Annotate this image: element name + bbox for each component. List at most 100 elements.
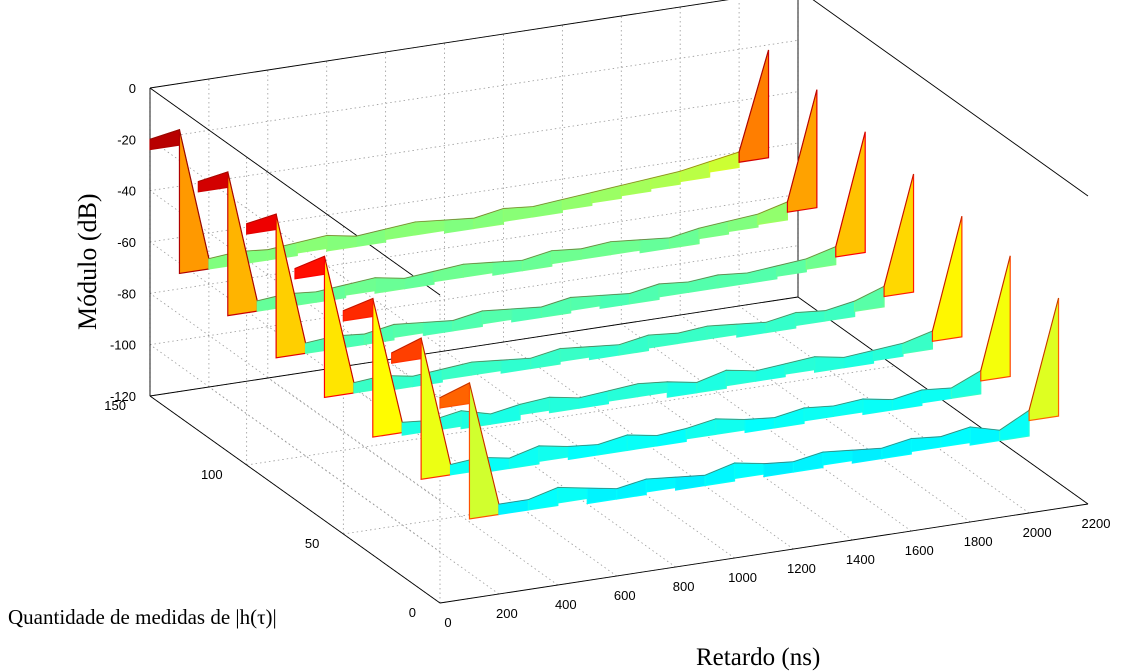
grid-line (149, 193, 799, 294)
grid-line (385, 359, 676, 568)
y-tick-label: 50 (305, 536, 319, 551)
grid-line (149, 293, 441, 501)
surface-segment (538, 445, 569, 462)
surface-segment (620, 177, 652, 197)
z-tick-label: -60 (117, 235, 136, 250)
surface-segment (178, 129, 210, 275)
surface-segment (805, 245, 837, 270)
surface-segment (296, 234, 328, 254)
surface-segment (832, 398, 864, 417)
surface-segment (323, 256, 355, 399)
surface-segment (374, 277, 406, 294)
grid-line (149, 139, 441, 347)
surface-row (294, 173, 915, 399)
x-tick-label: 1800 (964, 534, 993, 549)
z-tick-label: -40 (117, 184, 136, 199)
grid-line (208, 386, 500, 595)
surface-segment (149, 128, 181, 151)
box-edge (797, 296, 1089, 505)
grid-line (149, 39, 799, 140)
surface-segment (355, 228, 387, 248)
surface-segment (666, 381, 698, 398)
x-tick-label: 400 (555, 597, 577, 612)
surface-segment (715, 418, 746, 435)
surface-segment (763, 461, 795, 478)
surface-segment (679, 160, 711, 183)
surface-segment (559, 346, 591, 363)
z-tick-label: -120 (110, 389, 136, 404)
surface-segment (599, 292, 631, 310)
surface-segment (698, 220, 730, 240)
grid-line (149, 91, 799, 192)
surface-segment (567, 443, 599, 461)
surface-segment (862, 398, 893, 416)
z-tick-label: 0 (129, 81, 136, 96)
surface-row (197, 89, 818, 317)
surface-segment (803, 405, 835, 422)
surface-segment (586, 487, 618, 505)
surface-segment (414, 219, 446, 236)
grid-line (149, 344, 441, 552)
surface-segment (588, 344, 620, 361)
surface-row-line (246, 131, 866, 344)
surface-segment (736, 321, 767, 338)
x-tick-label: 2000 (1023, 525, 1052, 540)
surface-segment (420, 337, 452, 480)
surface-segment (342, 297, 374, 322)
surface-segment (393, 321, 424, 338)
surface-segment (725, 369, 757, 387)
surface-segment (650, 170, 681, 190)
surface-segment (570, 294, 601, 311)
surface-segment (675, 474, 706, 491)
surface-segment (744, 416, 776, 434)
surface-segment (999, 409, 1030, 442)
surface-segment (471, 359, 502, 376)
surface-segment (626, 434, 658, 452)
surface-segment (921, 387, 952, 404)
surface-segment (910, 436, 942, 453)
surface-segment (773, 407, 805, 429)
surface-segment (784, 356, 816, 375)
surface-segment (197, 171, 229, 193)
y-axis-line (149, 395, 441, 604)
surface-segment (422, 319, 454, 337)
grid-line (149, 245, 799, 346)
grid-line (267, 377, 559, 586)
z-axis-title: Módulo (dB) (73, 194, 102, 331)
surface-segment (765, 311, 797, 334)
x-tick-label: 0 (444, 615, 451, 630)
surface-segment (757, 201, 789, 226)
x-axis-line (439, 503, 1089, 604)
y-tick-label: 150 (104, 398, 126, 413)
surface-segment (795, 310, 826, 327)
surface-segment (345, 276, 376, 296)
surface-segment (851, 447, 883, 464)
grid-line (679, 314, 971, 523)
surface-segment (637, 381, 668, 398)
grid-line (621, 323, 912, 532)
y-tick-label: 100 (201, 467, 223, 482)
z-tick-label: -80 (117, 286, 136, 301)
surface-segment (519, 396, 551, 416)
surface-segment (696, 369, 727, 394)
grid-line (149, 0, 729, 89)
surface-segment (481, 308, 513, 325)
surface-segment (473, 207, 505, 230)
surface-segment (433, 263, 465, 283)
surface-segment (492, 259, 523, 276)
x-tick-label: 1400 (846, 552, 875, 567)
y-axis-title: Quantidade de medidas de |h(τ)| (8, 605, 277, 629)
surface-segment (706, 323, 738, 340)
surface-segment (658, 281, 690, 298)
x-axis-title: Retardo (ns) (696, 644, 820, 671)
tick-layer: 0200400600800100012001400160018002000220… (104, 81, 1110, 630)
surface-segment (881, 437, 912, 460)
surface-segment (578, 390, 610, 409)
surface-segment (616, 478, 647, 500)
surface-segment (891, 389, 923, 411)
surface-segment (275, 213, 307, 359)
surface-segment (872, 342, 904, 362)
surface-segment (462, 261, 494, 278)
surface-segment (443, 217, 475, 234)
surface-segment (843, 349, 875, 369)
